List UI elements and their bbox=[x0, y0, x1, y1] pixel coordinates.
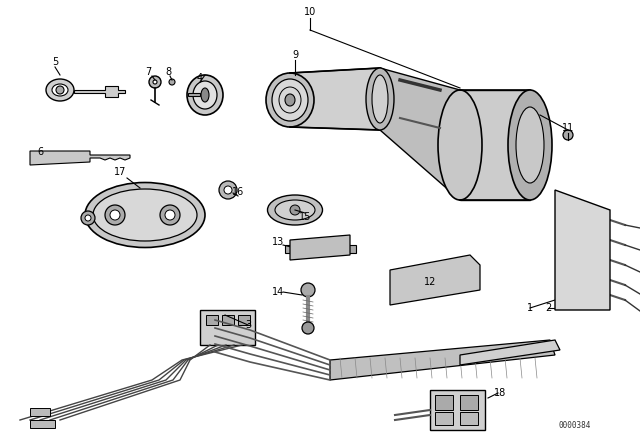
Text: 4: 4 bbox=[197, 73, 203, 83]
Text: 6: 6 bbox=[37, 147, 43, 157]
Circle shape bbox=[165, 210, 175, 220]
FancyBboxPatch shape bbox=[460, 412, 478, 425]
Text: 11: 11 bbox=[562, 123, 574, 133]
Text: 15: 15 bbox=[299, 212, 311, 222]
Circle shape bbox=[563, 130, 573, 140]
Text: 12: 12 bbox=[424, 277, 436, 287]
Ellipse shape bbox=[52, 84, 68, 96]
Text: 2: 2 bbox=[545, 303, 551, 313]
FancyBboxPatch shape bbox=[285, 245, 293, 253]
Ellipse shape bbox=[438, 90, 482, 200]
Text: 0000384: 0000384 bbox=[559, 421, 591, 430]
Text: 9: 9 bbox=[292, 50, 298, 60]
Polygon shape bbox=[290, 235, 350, 260]
FancyBboxPatch shape bbox=[348, 245, 356, 253]
FancyBboxPatch shape bbox=[460, 395, 478, 410]
Text: 1: 1 bbox=[527, 303, 533, 313]
Ellipse shape bbox=[193, 81, 217, 109]
Circle shape bbox=[56, 86, 64, 94]
Ellipse shape bbox=[187, 75, 223, 115]
FancyBboxPatch shape bbox=[560, 215, 580, 227]
Text: 16: 16 bbox=[232, 187, 244, 197]
Ellipse shape bbox=[46, 79, 74, 101]
Circle shape bbox=[169, 79, 175, 85]
FancyBboxPatch shape bbox=[200, 310, 255, 345]
Ellipse shape bbox=[275, 200, 315, 220]
Circle shape bbox=[105, 205, 125, 225]
Ellipse shape bbox=[266, 73, 314, 127]
Ellipse shape bbox=[201, 88, 209, 102]
Circle shape bbox=[153, 80, 157, 84]
Circle shape bbox=[301, 283, 315, 297]
Circle shape bbox=[81, 211, 95, 225]
Polygon shape bbox=[330, 340, 555, 380]
Ellipse shape bbox=[93, 189, 197, 241]
FancyBboxPatch shape bbox=[560, 255, 580, 267]
Ellipse shape bbox=[268, 195, 323, 225]
Circle shape bbox=[290, 205, 300, 215]
Circle shape bbox=[149, 76, 161, 88]
Ellipse shape bbox=[508, 90, 552, 200]
Circle shape bbox=[224, 186, 232, 194]
Polygon shape bbox=[390, 255, 480, 305]
Text: 3: 3 bbox=[245, 320, 251, 330]
FancyBboxPatch shape bbox=[206, 315, 218, 325]
Text: 18: 18 bbox=[494, 388, 506, 398]
Ellipse shape bbox=[516, 107, 544, 183]
FancyBboxPatch shape bbox=[435, 395, 453, 410]
Text: 13: 13 bbox=[272, 237, 284, 247]
Ellipse shape bbox=[285, 94, 295, 106]
Text: 10: 10 bbox=[304, 7, 316, 17]
FancyBboxPatch shape bbox=[30, 408, 50, 416]
Polygon shape bbox=[74, 86, 125, 97]
Circle shape bbox=[302, 322, 314, 334]
FancyBboxPatch shape bbox=[430, 390, 485, 430]
Text: 17: 17 bbox=[114, 167, 126, 177]
Ellipse shape bbox=[272, 79, 308, 121]
Circle shape bbox=[160, 205, 180, 225]
Text: 8: 8 bbox=[165, 67, 171, 77]
Polygon shape bbox=[460, 90, 530, 200]
Polygon shape bbox=[380, 68, 460, 200]
FancyBboxPatch shape bbox=[435, 412, 453, 425]
FancyBboxPatch shape bbox=[560, 235, 580, 247]
Ellipse shape bbox=[366, 68, 394, 130]
Text: 5: 5 bbox=[52, 57, 58, 67]
Polygon shape bbox=[555, 190, 610, 310]
Ellipse shape bbox=[372, 75, 388, 123]
Polygon shape bbox=[290, 68, 380, 130]
Ellipse shape bbox=[85, 182, 205, 247]
Polygon shape bbox=[460, 340, 560, 365]
Circle shape bbox=[110, 210, 120, 220]
Text: 14: 14 bbox=[272, 287, 284, 297]
FancyBboxPatch shape bbox=[238, 315, 250, 325]
Polygon shape bbox=[30, 151, 130, 165]
Text: 7: 7 bbox=[145, 67, 151, 77]
Circle shape bbox=[219, 181, 237, 199]
Polygon shape bbox=[188, 93, 200, 96]
Circle shape bbox=[85, 215, 91, 221]
FancyBboxPatch shape bbox=[222, 315, 234, 325]
FancyBboxPatch shape bbox=[30, 420, 55, 428]
